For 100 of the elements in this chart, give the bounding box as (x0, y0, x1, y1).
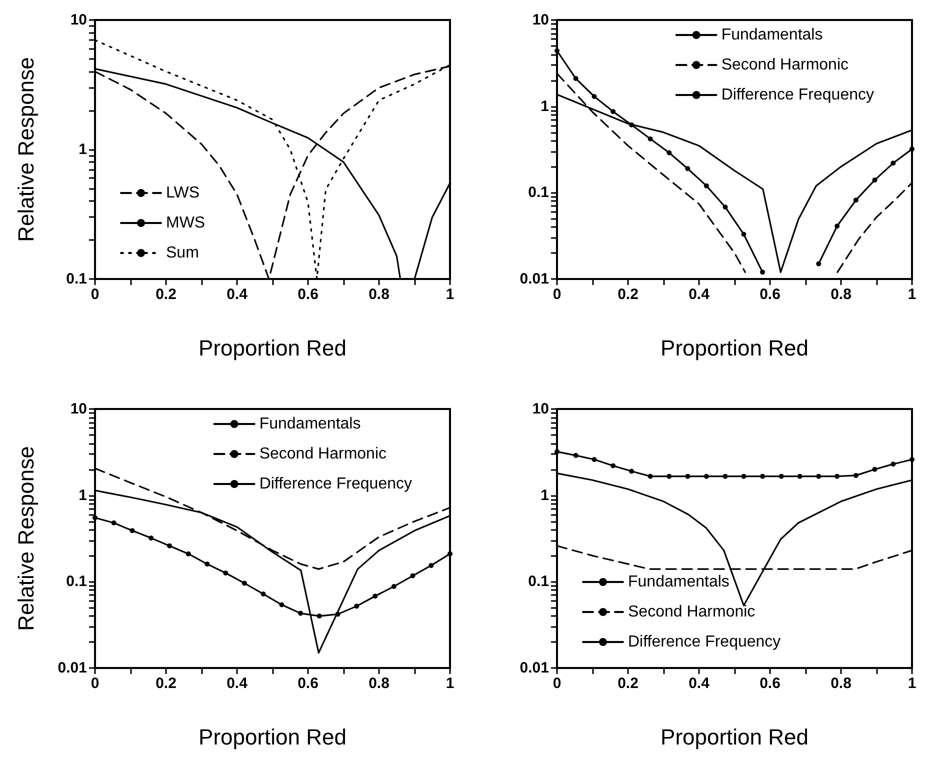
point (148, 536, 154, 541)
point (554, 48, 560, 54)
point (410, 573, 416, 578)
legend-label: Second Harmonic (628, 604, 756, 620)
point (242, 580, 247, 586)
point (890, 462, 896, 467)
point (592, 457, 597, 462)
point (610, 463, 616, 468)
point (391, 584, 396, 589)
point (704, 183, 709, 188)
x-tick-label: 0.8 (368, 675, 390, 692)
point (816, 474, 822, 479)
legend-label: Fundamentals (721, 26, 823, 44)
point (372, 594, 378, 599)
legend-label: LWS (166, 184, 200, 202)
y-tick-label: 0.1 (528, 573, 549, 590)
x-tick-label: 0.2 (618, 286, 638, 303)
point (298, 610, 304, 616)
point (853, 472, 858, 478)
point (910, 457, 914, 462)
point (666, 150, 672, 156)
point (204, 562, 210, 567)
x-tick-label: 0.6 (760, 286, 780, 303)
point (167, 543, 172, 548)
point (797, 474, 802, 479)
x-tick-label: 0.8 (830, 286, 852, 303)
x-tick-label: 0.4 (688, 675, 710, 692)
point (685, 474, 690, 479)
point (666, 474, 672, 479)
x-tick-label: 0 (90, 286, 100, 303)
y-tick-label: 10 (70, 400, 87, 418)
y-tick-label: 0.1 (66, 270, 87, 288)
point (778, 474, 784, 479)
y-tick-label: 10 (532, 12, 549, 28)
y-tick-label: 0.01 (58, 660, 87, 676)
x-tick-label: 0.2 (618, 675, 638, 692)
y-tick-label: 1 (78, 486, 87, 504)
x-axis-title: Proportion Red (198, 336, 346, 360)
x-tick-label: 0.2 (156, 286, 176, 303)
y-tick-label: 0.01 (520, 270, 549, 288)
point (279, 602, 284, 608)
point (428, 562, 434, 568)
point (872, 178, 878, 183)
point (816, 261, 822, 266)
point (853, 198, 858, 203)
y-tick-label: 0.01 (520, 660, 549, 676)
point (448, 551, 452, 556)
y-tick-label: 1 (540, 98, 549, 115)
point (610, 109, 616, 114)
point (629, 468, 634, 474)
legend-label: Difference Frequency (721, 86, 874, 104)
x-tick-label: 0.6 (298, 675, 318, 692)
x-axis-title: Proportion Red (198, 724, 346, 750)
x-tick-label: 0.8 (830, 675, 852, 692)
point (760, 474, 766, 479)
point (872, 466, 878, 472)
point (260, 591, 266, 596)
point (760, 270, 766, 275)
x-axis-title: Proportion Red (660, 336, 808, 360)
y-tick-label: 0.1 (66, 573, 87, 590)
point (648, 136, 653, 142)
y-axis-title: Relative Response (14, 57, 38, 242)
x-tick-label: 0.4 (688, 286, 710, 303)
x-tick-label: 0 (552, 675, 562, 692)
x-tick-label: 0 (90, 675, 100, 692)
legend-label: Fundamentals (259, 416, 361, 432)
point (722, 474, 728, 479)
y-tick-label: 1 (78, 141, 87, 158)
point (629, 122, 634, 128)
point (335, 612, 340, 617)
point (741, 474, 746, 479)
point (554, 449, 560, 454)
point (834, 474, 840, 479)
point (722, 204, 728, 210)
point (834, 224, 840, 229)
x-tick-label: 0.6 (760, 675, 780, 692)
legend-label: Second Harmonic (721, 56, 848, 74)
legend-label: Difference Frequency (628, 634, 781, 650)
x-tick-label: 1 (446, 675, 454, 692)
y-tick-label: 1 (540, 486, 549, 504)
x-axis-title: Proportion Red (660, 724, 808, 750)
y-axis-title: Relative Response (14, 446, 38, 631)
x-tick-label: 1 (908, 286, 916, 303)
point (573, 452, 578, 458)
point (685, 166, 690, 172)
x-tick-label: 0 (552, 286, 562, 303)
point (890, 160, 896, 166)
point (111, 520, 116, 526)
legend-label: Fundamentals (628, 574, 730, 590)
x-tick-label: 0.4 (226, 286, 248, 303)
x-tick-label: 0.2 (156, 675, 176, 692)
y-tick-label: 10 (70, 12, 87, 28)
point (704, 474, 709, 479)
point (316, 614, 322, 619)
x-tick-label: 1 (908, 675, 916, 692)
y-tick-label: 0.1 (528, 184, 549, 202)
legend-label: Difference Frequency (259, 476, 412, 492)
point (648, 474, 653, 479)
x-tick-label: 0.4 (226, 675, 248, 692)
point (186, 551, 191, 556)
